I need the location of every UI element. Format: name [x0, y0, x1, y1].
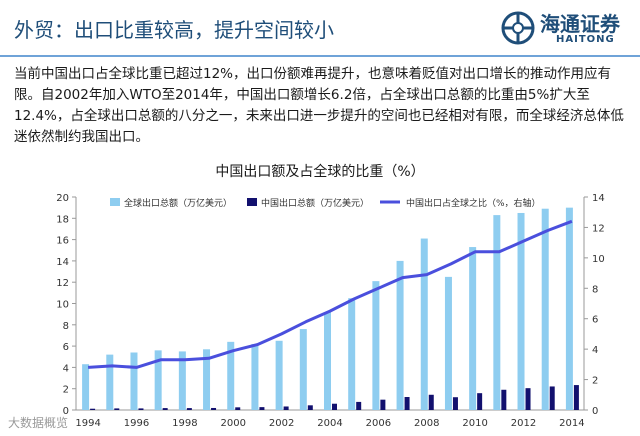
global-export-bar	[348, 298, 356, 410]
left-y-tick-label: 2	[63, 385, 69, 396]
global-export-bar	[541, 208, 549, 410]
x-tick-label: 2008	[414, 418, 439, 429]
china-export-bar	[283, 406, 289, 410]
right-y-tick-label: 8	[592, 284, 598, 295]
global-export-bar	[444, 276, 452, 410]
global-export-bar	[372, 281, 380, 410]
x-tick-label: 2014	[559, 418, 584, 429]
right-y-tick-label: 6	[592, 315, 598, 326]
legend-label: 中国出口占全球之比（%，右轴）	[406, 197, 541, 209]
legend-label: 中国出口总额（万亿美元）	[261, 197, 369, 209]
china-export-bar	[307, 405, 313, 410]
left-y-tick-label: 20	[56, 193, 69, 204]
left-y-tick-label: 16	[56, 236, 69, 247]
global-export-bar	[203, 349, 211, 410]
left-y-tick-label: 12	[56, 278, 69, 289]
x-tick-label: 2004	[317, 418, 342, 429]
global-export-bar	[324, 312, 331, 410]
china-export-bar	[428, 394, 434, 410]
china-export-bar	[235, 407, 241, 410]
china-export-bar	[404, 397, 410, 410]
x-tick-label: 2002	[269, 418, 294, 429]
logo-english-name: HAITONG	[556, 34, 615, 45]
slide-title: 外贸：出口比重较高，提升空间较小	[14, 18, 334, 42]
x-tick-label: 1996	[124, 418, 149, 429]
logo-chinese-name: 海通证券	[540, 12, 620, 36]
left-y-tick-label: 6	[63, 342, 69, 353]
haitong-logo: 海通证券 HAITONG	[500, 6, 636, 52]
global-export-bar	[154, 350, 162, 410]
global-export-bar	[275, 340, 283, 410]
slide-header: 外贸：出口比重较高，提升空间较小 海通证券 HAITONG	[0, 0, 640, 57]
global-export-bar	[106, 354, 114, 410]
left-y-tick-label: 10	[56, 300, 69, 311]
x-tick-label: 2010	[462, 418, 487, 429]
legend-swatch	[247, 198, 257, 206]
summary-paragraph: 当前中国出口占全球比重已超过12%，出口份额难再提升，也意味着贬值对出口增长的推…	[14, 66, 624, 145]
global-export-bar	[82, 364, 90, 410]
haitong-emblem-icon	[501, 11, 535, 45]
x-tick-label: 1994	[75, 418, 100, 429]
x-tick-label: 2000	[221, 418, 246, 429]
right-y-tick-label: 10	[592, 254, 605, 265]
right-y-tick-label: 12	[592, 223, 605, 234]
china-export-bar	[259, 407, 265, 410]
x-tick-label: 2012	[511, 418, 536, 429]
global-export-bar	[130, 352, 138, 410]
global-export-bar	[565, 207, 573, 410]
china-export-bar	[501, 389, 507, 410]
left-y-tick-label: 4	[63, 363, 69, 374]
legend-label: 全球出口总额（万亿美元）	[124, 197, 232, 209]
global-export-bar	[517, 212, 525, 410]
china-export-bar	[549, 386, 555, 410]
china-export-bar	[573, 385, 579, 410]
global-export-bar	[396, 260, 404, 410]
global-export-bar	[420, 238, 428, 410]
china-export-bar	[114, 408, 120, 410]
china-share-line	[88, 219, 573, 369]
china-export-bar	[356, 401, 362, 410]
x-tick-label: 2006	[366, 418, 391, 429]
china-export-bar	[138, 408, 144, 410]
global-export-bar	[299, 329, 307, 410]
global-export-bar	[178, 351, 186, 410]
china-export-bar	[525, 388, 531, 410]
global-export-bar	[469, 247, 477, 410]
right-y-tick-label: 0	[592, 406, 598, 417]
legend-swatch	[110, 198, 120, 206]
chart-title: 中国出口额及占全球的比重（%）	[215, 164, 425, 180]
left-y-tick-label: 18	[56, 214, 69, 225]
global-export-bar	[251, 343, 259, 410]
china-export-bar	[477, 393, 483, 410]
right-y-tick-label: 14	[592, 193, 605, 204]
right-y-tick-label: 4	[592, 345, 598, 356]
global-export-bar	[493, 215, 501, 410]
left-y-tick-label: 8	[63, 321, 69, 332]
china-export-bar	[380, 399, 386, 410]
left-y-tick-label: 14	[56, 257, 69, 268]
x-tick-label: 1998	[172, 418, 197, 429]
header-divider	[0, 55, 640, 57]
left-y-tick-label: 0	[63, 406, 69, 417]
china-export-bar	[162, 408, 168, 410]
china-export-bar	[211, 407, 217, 410]
china-export-bar	[90, 408, 96, 410]
global-export-bar	[227, 341, 235, 410]
right-y-tick-label: 2	[592, 376, 598, 387]
watermark: 大数据概览	[8, 416, 69, 430]
china-export-bar	[186, 408, 192, 410]
china-export-bar	[332, 403, 337, 410]
china-export-bar	[452, 397, 458, 410]
